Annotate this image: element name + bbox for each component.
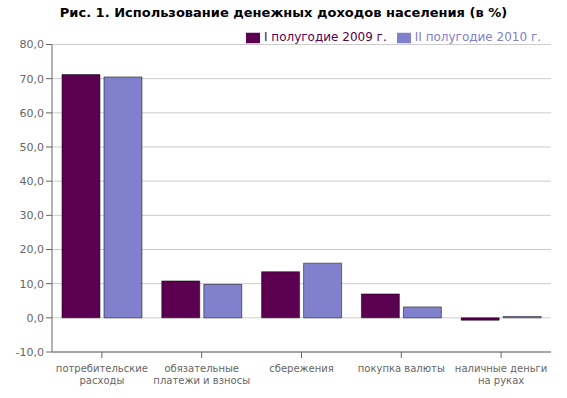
svg-text:30,0: 30,0: [20, 209, 45, 222]
html-text:I полугодие 2009 г.: I полугодие 2009 г.: [264, 30, 387, 44]
svg-text:80,0: 80,0: [20, 38, 45, 51]
html-text:II полугодие 2010 г.: II полугодие 2010 г.: [414, 30, 541, 44]
html-text:Рис. 1. Использование денежных: Рис. 1. Использование денежных доходов н…: [59, 5, 508, 20]
svg-text:наличные деньгина руках: наличные деньгина руках: [455, 363, 547, 386]
svg-text:50,0: 50,0: [20, 141, 45, 154]
svg-text:покупка валюты: покупка валюты: [358, 363, 445, 374]
svg-text:-10,0: -10,0: [16, 346, 44, 359]
svg-text:20,0: 20,0: [20, 243, 45, 256]
svg-text:потребительскиерасходы: потребительскиерасходы: [56, 363, 148, 386]
svg-text:40,0: 40,0: [20, 175, 45, 188]
svg-text:сбережения: сбережения: [269, 363, 334, 374]
svg-text:0,0: 0,0: [27, 312, 45, 325]
svg-text:60,0: 60,0: [20, 107, 45, 120]
svg-text:обязательныеплатежи и взносы: обязательныеплатежи и взносы: [153, 363, 250, 386]
svg-text:10,0: 10,0: [20, 278, 45, 291]
svg-text:70,0: 70,0: [20, 73, 45, 86]
